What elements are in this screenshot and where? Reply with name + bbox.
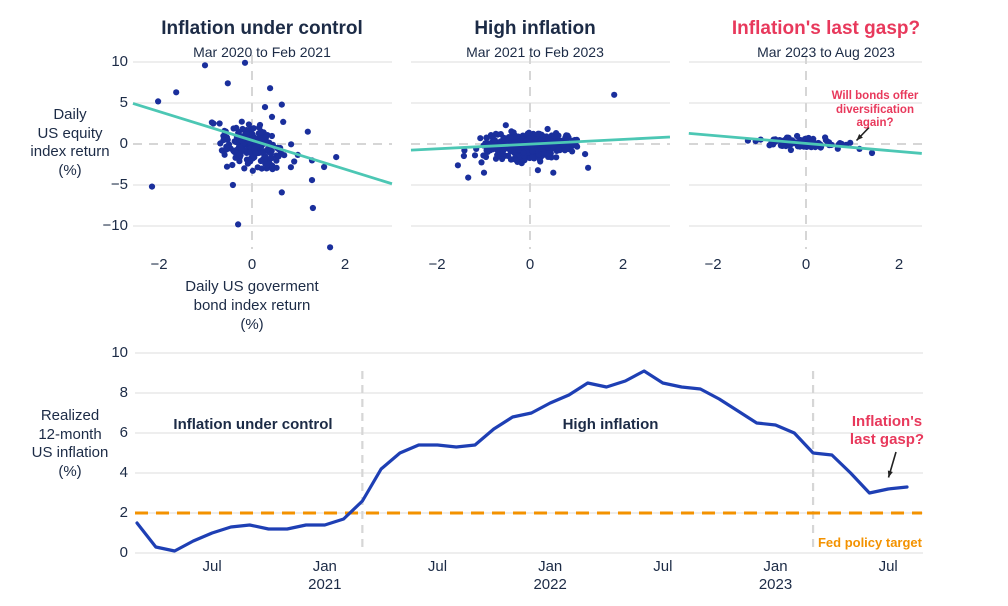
inflation-y-tick-label: 0: [119, 544, 128, 561]
inflation-y-axis-label: Realized 12-month US inflation (%): [31, 407, 109, 480]
scatter-y-tick-label: 5: [119, 94, 128, 111]
scatter-x-tick-label: 2: [340, 256, 350, 273]
inflation-x-tick-label: Jan 2021: [290, 558, 360, 594]
panel3-title: Inflation's last gasp?: [731, 18, 921, 39]
scatter-x-axis-label: Daily US goverment bond index return (%): [185, 278, 319, 333]
inflation-x-tick-label: Jul: [202, 558, 222, 575]
inflation-y-tick-label: 6: [119, 424, 128, 441]
panel1-subtitle: Mar 2020 to Feb 2021: [193, 44, 331, 60]
phase-label-last-gasp: Inflation's last gasp?: [849, 413, 925, 448]
inflation-x-tick-label: Jul: [653, 558, 673, 575]
diversification-annotation: Will bonds offer diversification again?: [831, 90, 919, 129]
scatter-y-axis-label: Daily US equity index return (%): [30, 106, 110, 179]
inflation-x-tick-year: 2022: [533, 576, 567, 593]
scatter-x-tick-label: −2: [150, 256, 168, 273]
inflation-x-tick-label: Jul: [427, 558, 448, 575]
inflation-x-tick-label: Jan 2022: [515, 558, 585, 594]
scatter-y-tick-label: −10: [102, 217, 128, 234]
inflation-y-tick-label: 4: [119, 464, 128, 481]
fed-policy-target-label: Fed policy target: [817, 535, 922, 550]
scatter-x-tick-label: 0: [525, 256, 535, 273]
panel3-subtitle: Mar 2023 to Aug 2023: [757, 44, 895, 60]
scatter-x-tick-label: 2: [618, 256, 628, 273]
phase-label-under-control: Inflation under control: [173, 416, 333, 433]
panel1-title: Inflation under control: [161, 18, 363, 39]
scatter-x-tick-label: 0: [801, 256, 811, 273]
scatter-y-tick-label: 0: [119, 135, 128, 152]
scatter-x-tick-label: −2: [428, 256, 446, 273]
inflation-x-tick-label: Jul: [878, 558, 898, 575]
panel2-subtitle: Mar 2021 to Feb 2023: [466, 44, 604, 60]
scatter-x-tick-label: 0: [247, 256, 257, 273]
phase-label-high-inflation: High inflation: [562, 416, 659, 433]
scatter-x-tick-label: −2: [704, 256, 722, 273]
scatter-y-tick-label: 10: [111, 53, 128, 70]
inflation-x-tick-label: Jan 2023: [741, 558, 811, 594]
inflation-y-tick-label: 2: [119, 504, 128, 521]
inflation-x-tick-year: 2023: [758, 576, 793, 593]
inflation-y-tick-label: 8: [119, 384, 128, 401]
inflation-y-tick-label: 10: [111, 344, 128, 361]
inflation-x-tick-year: 2021: [308, 576, 342, 593]
scatter-x-tick-label: 2: [894, 256, 904, 273]
panel2-title: High inflation: [474, 18, 596, 39]
scatter-y-tick-label: −5: [110, 176, 128, 193]
